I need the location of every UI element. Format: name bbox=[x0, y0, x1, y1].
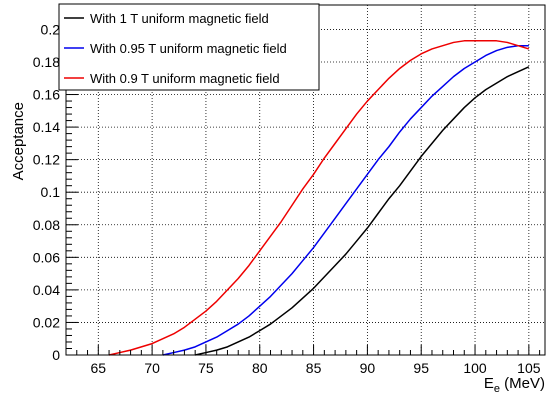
x-axis-label: Ee (MeV) bbox=[484, 375, 545, 395]
legend-label-09t: With 0.9 T uniform magnetic field bbox=[90, 71, 280, 86]
x-axis-label-symbol: E bbox=[484, 375, 494, 392]
x-tick-label: 100 bbox=[463, 360, 487, 376]
x-tick-label: 75 bbox=[198, 360, 214, 376]
x-tick-label: 85 bbox=[306, 360, 322, 376]
x-tick-label: 70 bbox=[144, 360, 160, 376]
y-tick-label: 0.16 bbox=[33, 87, 60, 103]
y-tick-label: 0.18 bbox=[33, 54, 60, 70]
y-tick-label: 0.12 bbox=[33, 152, 60, 168]
legend-label-1t: With 1 T uniform magnetic field bbox=[90, 11, 269, 26]
series-line-1 bbox=[162, 44, 529, 356]
y-tick-label: 0.14 bbox=[33, 119, 60, 135]
series-line-0 bbox=[195, 66, 530, 356]
series-group bbox=[108, 40, 530, 356]
legend: With 1 T uniform magnetic field With 0.9… bbox=[58, 3, 320, 91]
y-tick-label: 0.2 bbox=[41, 21, 61, 37]
x-tick-label: 65 bbox=[91, 360, 107, 376]
axis-ticks bbox=[66, 9, 541, 356]
x-tick-label: 80 bbox=[252, 360, 268, 376]
y-tick-label: 0.02 bbox=[33, 314, 60, 330]
y-axis-label: Acceptance bbox=[10, 102, 27, 180]
x-tick-label: 95 bbox=[413, 360, 429, 376]
series-line-2 bbox=[108, 40, 530, 356]
legend-box bbox=[58, 3, 320, 91]
grid bbox=[66, 5, 545, 355]
y-tick-label: 0.1 bbox=[41, 184, 61, 200]
x-tick-label: 90 bbox=[360, 360, 376, 376]
y-tick-label: 0 bbox=[52, 347, 60, 363]
tick-labels: 65 70 75 80 85 90 95 100 105 0 0.02 0.04 0.06 0.08 0.1… bbox=[33, 21, 541, 376]
x-tick-label: 105 bbox=[517, 360, 541, 376]
y-tick-label: 0.08 bbox=[33, 217, 60, 233]
x-axis-label-subscript: e bbox=[494, 383, 500, 395]
y-tick-label: 0.04 bbox=[33, 282, 60, 298]
x-axis-label-unit: (MeV) bbox=[500, 375, 545, 392]
y-tick-label: 0.06 bbox=[33, 249, 60, 265]
legend-label-095t: With 0.95 T uniform magnetic field bbox=[90, 41, 287, 56]
